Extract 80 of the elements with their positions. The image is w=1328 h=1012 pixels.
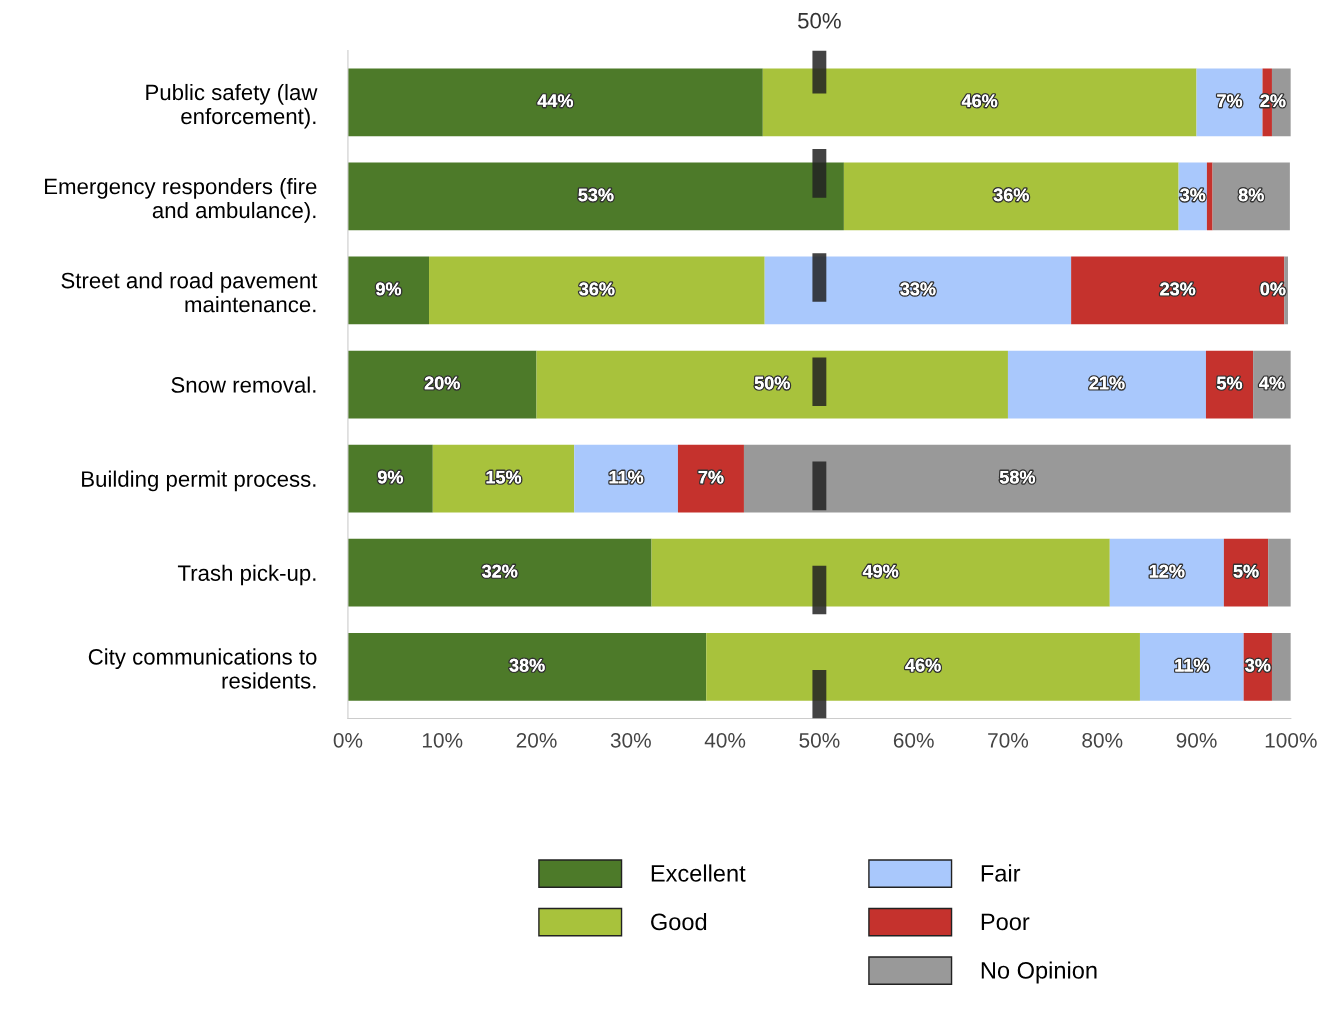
bar [743,444,1291,513]
legend-label: Fair [981,864,1021,882]
bar [706,632,1140,701]
bar [347,632,707,701]
bar [574,444,678,513]
x-tick-label: 100% [1265,732,1317,748]
bar [1212,162,1290,231]
bar [677,444,744,513]
data-label: 15% [486,470,522,484]
y-tick-label: Emergency responders (fire and ambulance). [45,178,317,223]
y-tick-label: Public safety (law enforcement). [146,83,318,129]
y-tick-label: Snow removal. [171,376,316,393]
legend-label: No Opinion [981,961,1097,984]
data-label: 11% [1175,658,1209,672]
x-tick-label: 90% [1176,732,1217,748]
data-label: 4% [1259,376,1285,390]
bar [429,256,765,325]
x-tick-label: 50% [799,732,840,748]
data-label: 44% [537,94,573,108]
data-label: 58% [999,470,1035,484]
legend-label: Good [651,912,707,931]
data-label: 9% [376,282,402,296]
data-label: 33% [900,282,936,296]
bar [347,256,430,325]
data-label: 53% [578,188,614,202]
data-label: 11% [609,470,644,484]
bar [1271,632,1291,701]
bar [1109,538,1224,607]
data-label: 3% [1180,188,1206,202]
x-tick-label: 0% [333,732,363,748]
bar [347,538,652,607]
data-label: 49% [862,564,899,578]
bar [432,444,575,513]
data-label: 36% [993,188,1029,202]
x-tick-label: 70% [988,732,1029,748]
bar [347,444,433,513]
data-label: 20% [424,376,460,390]
y-tick-label: Trash pick-up. [177,564,316,586]
bar [762,68,1197,137]
bar [347,68,763,137]
data-label: 36% [579,282,615,296]
data-label: 9% [377,470,403,484]
bar [843,162,1179,231]
data-label: 5% [1233,564,1259,578]
ref-line-label: 50% [798,12,841,29]
bar [1071,256,1285,325]
bar [347,350,537,419]
data-label: 46% [905,658,941,672]
legend-label: Poor [981,913,1030,931]
bar [764,256,1072,325]
data-label: 46% [961,94,998,108]
data-label: 7% [1217,94,1243,108]
data-label: 23% [1160,282,1196,296]
y-tick-label: City communications to residents. [88,648,317,689]
data-label: 7% [698,470,724,484]
x-tick-label: 10% [422,732,463,748]
data-label: 8% [1238,188,1264,202]
data-label: 32% [482,564,518,578]
bar [1268,538,1291,607]
y-tick-label: Street and road pavement maintenance. [61,272,318,313]
data-label: 5% [1217,376,1243,390]
x-tick-label: 60% [893,732,934,748]
x-tick-label: 20% [516,732,557,748]
data-label: 3% [1245,658,1271,672]
x-tick-label: 30% [610,732,651,748]
bar [651,538,1110,607]
data-label: 21% [1089,376,1125,390]
bar [536,350,1008,419]
bar [347,162,844,231]
data-label: 50% [754,376,790,390]
bar [1206,162,1213,231]
data-label: 38% [509,658,545,672]
x-tick-label: 40% [704,732,746,748]
y-tick-label: Building permit process. [82,470,316,492]
bar [1284,256,1288,325]
bar [1139,632,1244,701]
bar [1007,350,1206,419]
legend-label: Excellent [651,864,746,882]
x-tick-label: 80% [1082,732,1123,748]
data-label: 12% [1149,564,1185,578]
